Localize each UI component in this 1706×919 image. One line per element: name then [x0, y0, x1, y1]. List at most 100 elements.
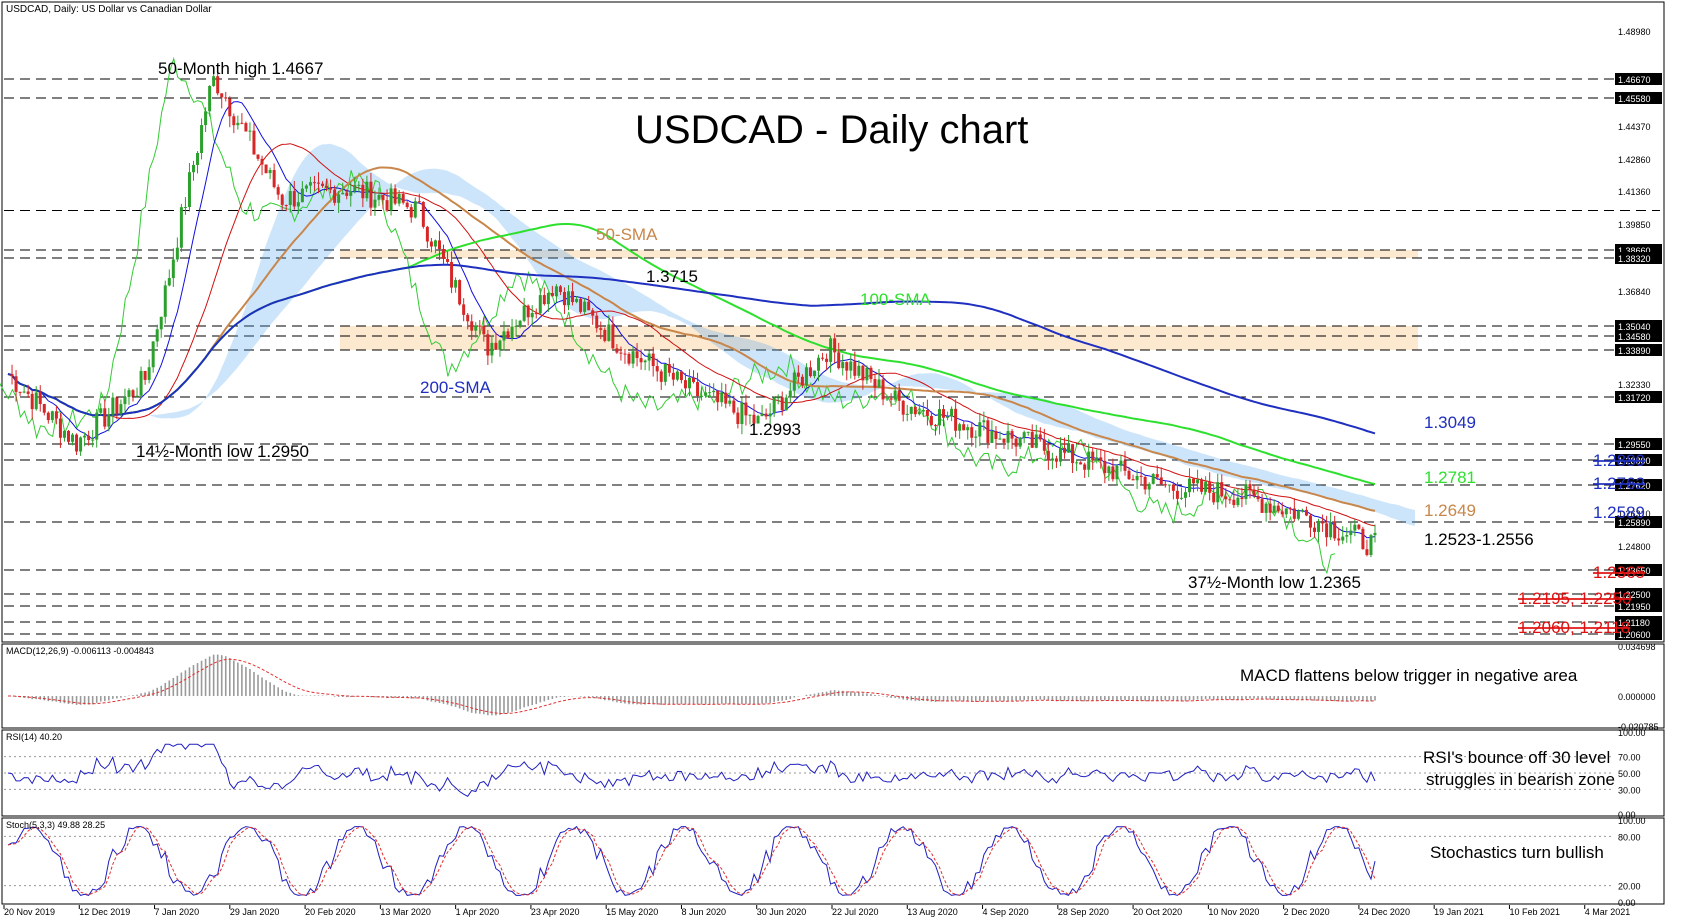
candle-body	[510, 326, 514, 339]
candle-body	[167, 278, 171, 286]
candle-body	[18, 391, 22, 393]
candle-body	[764, 413, 768, 417]
x-tick-label: 7 Jan 2020	[155, 907, 200, 917]
x-tick-label: 24 Dec 2020	[1359, 907, 1410, 917]
candle-body	[1111, 466, 1115, 480]
candle-body	[917, 411, 921, 415]
y-tick-label: 1.45580	[1618, 94, 1651, 104]
x-tick-label: 30 Jun 2020	[757, 907, 807, 917]
candle-body	[724, 392, 728, 404]
candle-body	[34, 392, 38, 410]
candle-body	[1288, 508, 1292, 510]
candle-body	[542, 295, 546, 305]
x-tick-label: 15 May 2020	[606, 907, 658, 917]
blue-level-3: 1.2589	[1593, 503, 1645, 522]
candle-body	[929, 415, 933, 426]
candle-body	[1248, 484, 1252, 490]
candle-body	[1063, 447, 1067, 453]
candle-body	[1216, 482, 1220, 503]
y-tick-label: 1.21950	[1618, 602, 1651, 612]
candle-body	[316, 182, 320, 184]
y-tick-bg	[1615, 616, 1662, 628]
macd-annotation: MACD flattens below trigger in negative …	[1240, 666, 1578, 685]
candle-body	[1361, 528, 1365, 550]
candle-body	[79, 437, 83, 452]
candle-body	[95, 412, 99, 440]
candle-body	[470, 321, 474, 331]
resistance-zone-1	[340, 250, 1418, 258]
candle-body	[595, 315, 599, 329]
candle-body	[107, 414, 111, 427]
y-tick-bg	[1615, 516, 1662, 528]
stoch-y-tick: 0.00	[1618, 898, 1636, 908]
candle-body	[196, 152, 200, 165]
candle-body	[71, 434, 75, 442]
candle-body	[446, 258, 450, 262]
candle-body	[792, 372, 796, 391]
candle-body	[982, 420, 986, 423]
candle-body	[1006, 431, 1010, 443]
candle-body	[450, 261, 454, 288]
rsi-y-tick: 100.00	[1618, 728, 1646, 738]
candle-body	[284, 204, 288, 206]
y-tick-bg	[1615, 438, 1662, 450]
candle-body	[1260, 499, 1264, 513]
candle-body	[46, 412, 50, 421]
candle-body	[216, 76, 220, 94]
candle-body	[780, 397, 784, 411]
candle-body	[966, 427, 970, 431]
y-tick-bg	[1615, 454, 1662, 466]
stoch-y-tick: 80.00	[1618, 832, 1641, 842]
candle-body	[800, 376, 804, 386]
candle-body	[909, 406, 913, 414]
price-y-axis: 1.48980 1.46670 1.45580 1.44370 1.42860 1.413…	[1615, 27, 1662, 640]
candle-body	[333, 189, 337, 203]
candle-body	[175, 247, 179, 260]
candle-body	[103, 408, 107, 427]
ichimoku-cloud	[48, 143, 1415, 526]
candle-body	[845, 362, 849, 371]
y-tick-bg	[1615, 628, 1662, 640]
candle-body	[1123, 460, 1127, 471]
candle-body	[1357, 524, 1361, 529]
cloud-area	[48, 143, 1415, 526]
candle-body	[921, 410, 925, 412]
candle-body	[1071, 444, 1075, 464]
high-annotation: 50-Month high 1.4667	[158, 59, 323, 78]
candle-body	[575, 298, 579, 303]
candle-body	[655, 366, 659, 372]
candle-body	[30, 393, 34, 410]
candle-body	[131, 390, 135, 397]
macd-y-tick: 0.000000	[1618, 692, 1656, 702]
candle-body	[373, 199, 377, 208]
candle-body	[357, 184, 361, 186]
candle-body	[591, 310, 595, 316]
x-tick-label: 4 Sep 2020	[983, 907, 1029, 917]
candle-body	[474, 325, 478, 331]
candle-body	[1325, 523, 1329, 538]
candle-body	[812, 370, 816, 377]
x-tick-label: 4 Mar 2021	[1585, 907, 1631, 917]
stoch-panel	[1, 817, 1665, 905]
candle-body	[1107, 466, 1111, 474]
candle-body	[159, 316, 163, 330]
candle-body	[720, 392, 724, 403]
candle-body	[75, 434, 79, 452]
y-tick-bg	[1615, 320, 1662, 332]
candle-body	[454, 280, 458, 288]
candle-body	[841, 362, 845, 369]
tenkan-line	[7, 101, 1376, 539]
candle-body	[187, 172, 191, 207]
candle-body	[937, 409, 941, 426]
candle-body	[933, 425, 937, 427]
candle-body	[58, 418, 62, 438]
candle-body	[643, 360, 647, 363]
candle-body	[353, 184, 357, 192]
y-tick-label: 1.29550	[1618, 440, 1651, 450]
candle-body	[119, 404, 123, 414]
rsi-annotation-line-1: RSI's bounce off 30 level	[1423, 748, 1610, 767]
candle-body	[663, 364, 667, 382]
candle-body	[236, 122, 240, 126]
stoch-k-line	[7, 825, 1376, 897]
